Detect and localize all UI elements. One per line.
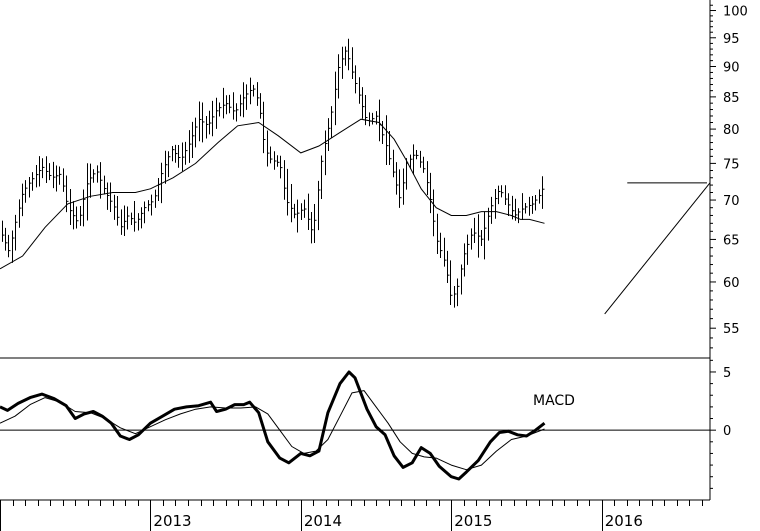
x-tick-label: 2014 [304, 512, 342, 530]
price-panel: 55 60 65 70 75 80 85 90 95 100 [0, 5, 748, 349]
price-tick-label: 70 [723, 194, 740, 209]
price-tick-label: 65 [723, 233, 740, 248]
price-tick-label: 80 [723, 123, 740, 138]
trendline-support [604, 182, 711, 315]
price-tick-label: 90 [723, 61, 740, 76]
price-tick-label: 55 [723, 322, 740, 337]
price-tick-label: 75 [723, 157, 740, 172]
x-tick-label: 2016 [605, 512, 643, 530]
x-tick-label: 2015 [454, 512, 492, 530]
moving-average-line [0, 118, 545, 270]
price-tick-label: 60 [723, 276, 740, 291]
macd-signal-line [0, 390, 545, 471]
macd-tick-label: 5 [723, 366, 731, 381]
price-tick-label: 95 [723, 32, 740, 47]
x-tick-label: 2013 [153, 512, 191, 530]
price-tick-label: 100 [723, 5, 748, 20]
macd-line [0, 370, 546, 481]
price-tick-label: 85 [723, 91, 740, 106]
x-axis: 2013 2014 2015 2016 [0, 500, 703, 531]
macd-panel: 05 [0, 359, 731, 489]
macd-tick-label: 0 [723, 424, 731, 439]
macd-annotation: MACD [533, 393, 575, 409]
